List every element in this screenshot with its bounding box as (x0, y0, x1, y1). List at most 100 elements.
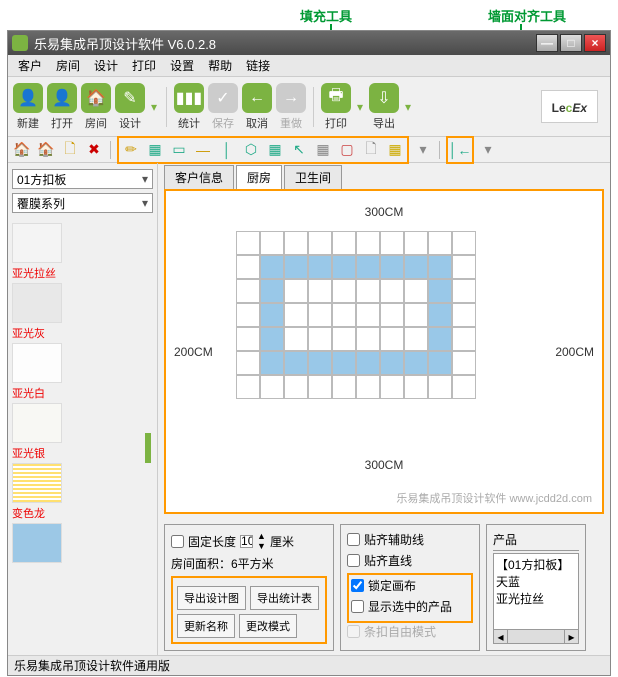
tool-icon[interactable]: ✖ (84, 140, 104, 160)
cell[interactable] (308, 303, 332, 327)
tool-icon[interactable]: │← (450, 140, 470, 160)
cell[interactable] (404, 303, 428, 327)
tbtn-打印[interactable]: 🖶打印 (320, 83, 352, 131)
cell[interactable] (428, 375, 452, 399)
cell[interactable] (380, 279, 404, 303)
opt-snap-line[interactable] (347, 554, 360, 567)
cell[interactable] (380, 303, 404, 327)
cell[interactable] (380, 327, 404, 351)
swatch-[interactable] (12, 523, 153, 565)
cell[interactable] (308, 327, 332, 351)
design-canvas[interactable]: 300CM 200CM 200CM 300CM 乐易集成吊顶设计软件 www.j… (164, 189, 604, 514)
swatch-变色龙[interactable]: 变色龙 (12, 463, 153, 521)
cell[interactable] (332, 279, 356, 303)
cell[interactable] (236, 327, 260, 351)
cell[interactable] (284, 255, 308, 279)
cell[interactable] (236, 375, 260, 399)
cell[interactable] (380, 255, 404, 279)
cell[interactable] (452, 279, 476, 303)
cell[interactable] (236, 351, 260, 375)
cell[interactable] (308, 351, 332, 375)
cell[interactable] (356, 231, 380, 255)
swatch-亚光灰[interactable]: 亚光灰 (12, 283, 153, 341)
change-mode-button[interactable]: 更改模式 (239, 614, 297, 638)
cell[interactable] (332, 255, 356, 279)
tile-grid[interactable] (236, 231, 476, 399)
cell[interactable] (380, 351, 404, 375)
cell[interactable] (356, 279, 380, 303)
maximize-button[interactable]: □ (560, 34, 582, 52)
dd-设计[interactable]: ▾ (148, 92, 160, 122)
minimize-button[interactable]: — (536, 34, 558, 52)
swatch-亚光拉丝[interactable]: 亚光拉丝 (12, 223, 153, 281)
cell[interactable] (332, 327, 356, 351)
tab-卫生间[interactable]: 卫生间 (284, 165, 342, 189)
tool-icon[interactable]: 🏠 (36, 140, 56, 160)
tool-icon[interactable]: ✏ (121, 140, 141, 160)
tool-icon[interactable]: ▦ (313, 140, 333, 160)
menu-打印[interactable]: 打印 (126, 55, 162, 76)
cell[interactable] (260, 231, 284, 255)
product-list[interactable]: 【01方扣板】天蓝亚光拉丝 (493, 553, 579, 630)
cell[interactable] (260, 303, 284, 327)
cell[interactable] (452, 303, 476, 327)
cell[interactable] (428, 327, 452, 351)
cell[interactable] (404, 327, 428, 351)
swatch-亚光银[interactable]: 亚光银 (12, 403, 153, 461)
tool-icon[interactable]: │ (217, 140, 237, 160)
product-hscroll[interactable]: ◂▸ (493, 630, 579, 644)
cell[interactable] (332, 231, 356, 255)
opt-show-selected[interactable] (351, 600, 364, 613)
dd-导出[interactable]: ▾ (402, 92, 414, 122)
menu-设计[interactable]: 设计 (88, 55, 124, 76)
tool-icon[interactable]: 🏠 (12, 140, 32, 160)
tool-icon[interactable]: — (193, 140, 213, 160)
tbtn-重做[interactable]: →重做 (275, 83, 307, 131)
product-item[interactable]: 天蓝 (496, 573, 576, 590)
menu-设置[interactable]: 设置 (164, 55, 200, 76)
menu-房间[interactable]: 房间 (50, 55, 86, 76)
cell[interactable] (356, 327, 380, 351)
cell[interactable] (284, 375, 308, 399)
cell[interactable] (404, 351, 428, 375)
cell[interactable] (356, 303, 380, 327)
cell[interactable] (404, 231, 428, 255)
tbtn-新建[interactable]: 👤新建 (12, 83, 44, 131)
tbtn-统计[interactable]: ▮▮▮统计 (173, 83, 205, 131)
cell[interactable] (308, 279, 332, 303)
cell[interactable] (308, 231, 332, 255)
tbtn-取消[interactable]: ←取消 (241, 83, 273, 131)
cell[interactable] (404, 279, 428, 303)
cell[interactable] (284, 231, 308, 255)
cell[interactable] (260, 255, 284, 279)
cell[interactable] (452, 351, 476, 375)
tab-厨房[interactable]: 厨房 (236, 165, 282, 189)
menu-链接[interactable]: 链接 (240, 55, 276, 76)
cell[interactable] (332, 303, 356, 327)
cell[interactable] (428, 255, 452, 279)
cell[interactable] (260, 279, 284, 303)
cell[interactable] (428, 279, 452, 303)
cell[interactable] (428, 303, 452, 327)
cell[interactable] (308, 255, 332, 279)
cell[interactable] (236, 231, 260, 255)
rename-button[interactable]: 更新名称 (177, 614, 235, 638)
cell[interactable] (356, 255, 380, 279)
cell[interactable] (260, 327, 284, 351)
cell[interactable] (284, 279, 308, 303)
tool-icon[interactable]: ▦ (145, 140, 165, 160)
fixed-length-check[interactable] (171, 535, 184, 548)
cell[interactable] (380, 231, 404, 255)
tool-icon[interactable]: ↖ (289, 140, 309, 160)
cell[interactable] (404, 375, 428, 399)
tool-icon[interactable]: ▢ (337, 140, 357, 160)
cell[interactable] (236, 303, 260, 327)
opt-snap-guide[interactable] (347, 533, 360, 546)
cell[interactable] (236, 279, 260, 303)
titlebar[interactable]: 乐易集成吊顶设计软件 V6.0.2.8 — □ × (8, 31, 610, 55)
cell[interactable] (452, 327, 476, 351)
product-item[interactable]: 亚光拉丝 (496, 590, 576, 607)
tool-icon[interactable]: 🗋 (361, 140, 381, 160)
export-design-button[interactable]: 导出设计图 (177, 586, 246, 610)
cell[interactable] (308, 375, 332, 399)
